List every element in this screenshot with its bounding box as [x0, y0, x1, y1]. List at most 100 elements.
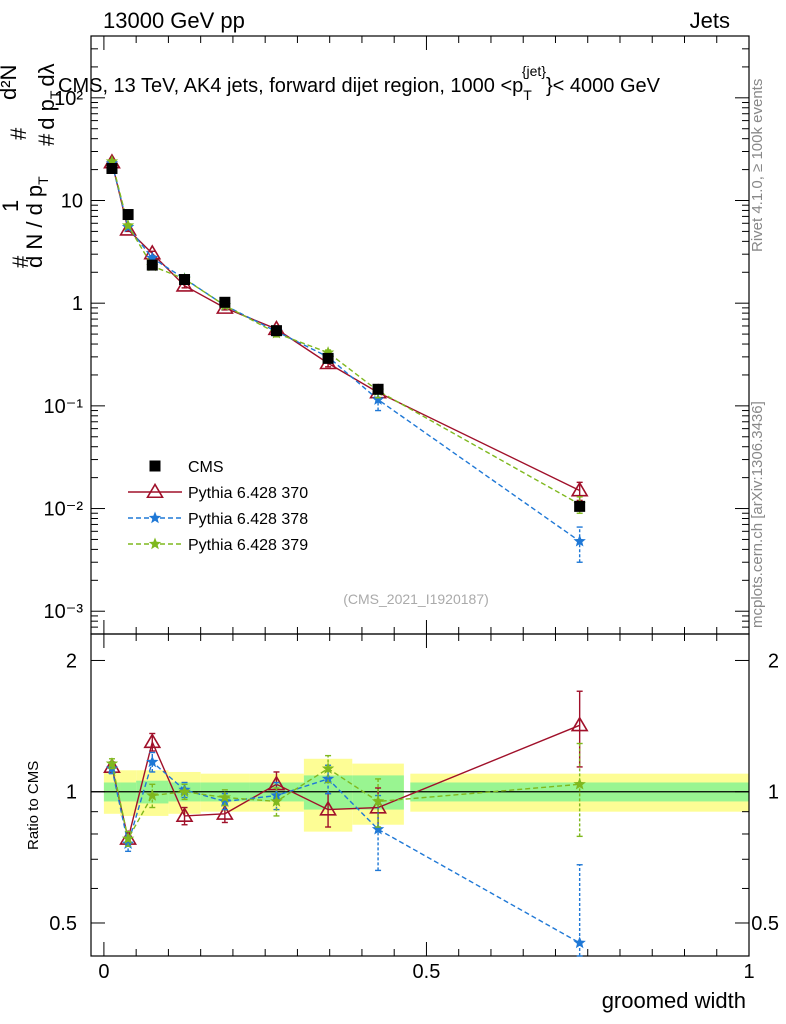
ratio-series-p379 [105, 742, 586, 847]
main-ytick-label: 10⁻³ [44, 601, 84, 623]
ylabel-den-end: dλ [34, 63, 59, 86]
main-point-cms [574, 500, 586, 512]
ratio-ylabel: Ratio to CMS [25, 761, 42, 850]
legend-entry-p370: Pythia 6.428 370 [128, 482, 308, 502]
ylabel-one: 1 [0, 200, 23, 212]
legend-label-p370: Pythia 6.428 370 [188, 485, 308, 502]
title-part-sup: {jet} [522, 63, 546, 79]
main-point-cms [219, 296, 231, 308]
legend-entry-p378: Pythia 6.428 378 [128, 511, 308, 528]
ratio-point-p379 [105, 757, 119, 769]
ratio-ytick-label-right: 0.5 [751, 913, 779, 935]
main-point-cms [122, 209, 134, 221]
ratio-point-p379 [178, 785, 191, 797]
ylabel-prefix: # [8, 255, 33, 268]
main-point-cms [270, 325, 282, 337]
ratio-point-p378 [146, 755, 159, 768]
ratio-ytick-label-right: 1 [768, 782, 779, 804]
rivet-label: Rivet 4.1.0, ≥ 100k events [749, 79, 766, 252]
main-point-p379 [121, 219, 135, 231]
main-point-p370 [570, 481, 589, 497]
main-point-p378 [146, 251, 159, 264]
main-ylabel: # 1 d N / d pT # d²N #d pTdλ [0, 63, 63, 268]
ratio-point-p379 [573, 777, 586, 790]
header-left: 13000 GeV pp [103, 8, 245, 33]
title-part-after: }< 4000 GeV [546, 75, 661, 97]
main-point-p378 [573, 534, 586, 547]
main-ytick-label: 10 [61, 190, 83, 212]
ylabel-den-right-main: d p [34, 99, 59, 130]
legend-marker-p370 [146, 482, 164, 499]
main-point-p379 [105, 154, 119, 167]
ratio-point-p370 [570, 716, 589, 732]
ratio-ytick-label: 1 [66, 782, 77, 804]
ratio-point-p379 [146, 789, 159, 801]
ratio-point-p370 [215, 804, 234, 820]
main-point-cms [146, 259, 158, 271]
main-series-p379 [105, 154, 586, 514]
ratio-point-p378 [371, 822, 385, 835]
ylabel-denominator: d N / d pT [22, 176, 51, 268]
xtick-label: 0 [98, 961, 109, 983]
ylabel-den-right: # d pTdλ [34, 63, 63, 146]
main-line-p370 [111, 162, 580, 492]
xtick-label: 1 [743, 961, 754, 983]
ratio-point-p379 [371, 794, 385, 807]
ylabel-den-right-sub: T [47, 90, 63, 99]
ratio-ytick-label-right: 2 [768, 650, 779, 672]
ylabel-num-top: d²N [0, 65, 21, 100]
xtick-label: 0.5 [413, 961, 441, 983]
main-ytick-label: 10² [54, 88, 83, 110]
legend-entry-cms: CMS [149, 459, 224, 476]
legend-label-cms: CMS [188, 459, 224, 476]
main-ytick-label: 1 [72, 293, 83, 315]
ylabel-den-left-sub: T [35, 176, 51, 185]
ratio-line-p378 [111, 760, 581, 944]
ratio-point-p379 [321, 762, 335, 774]
legend-marker-p379 [148, 537, 162, 550]
main-ytick-label: 10⁻² [44, 499, 84, 521]
mcplots-label: mcplots.cern.ch [arXiv:1306.3436] [749, 401, 766, 628]
ratio-point-p370 [143, 732, 162, 749]
ratio-frame [90, 633, 750, 957]
main-line-p379 [111, 161, 581, 505]
xlabel: groomed width [602, 988, 746, 1013]
ylabel-num-mid: # [6, 127, 31, 140]
main-point-p378 [371, 393, 385, 405]
legend-marker-p378 [148, 511, 162, 524]
ratio-point-p378 [218, 794, 232, 807]
main-title: CMS, 13 TeV, AK4 jets, forward dijet reg… [58, 63, 661, 103]
main-series-p370 [103, 153, 589, 502]
main-panel: 10⁻³ 10⁻² 10⁻¹ 1 10 10² [44, 35, 750, 635]
ratio-point-p378 [573, 936, 586, 949]
ratio-point-p370 [175, 806, 194, 822]
ylabel-den-mid: # [34, 133, 59, 146]
ylabel-den-left: d N / d p [22, 185, 47, 268]
legend-entry-p379: Pythia 6.428 379 [128, 537, 308, 554]
ratio-panel: 0.5 0.5 1 1 2 2 0 0.5 1 [49, 633, 779, 983]
legend: CMS Pythia 6.428 370 Pythia 6.428 378 Pythi… [128, 459, 308, 554]
main-point-cms [372, 383, 384, 395]
ratio-point-p378 [121, 837, 135, 849]
analysis-watermark: (CMS_2021_I1920187) [343, 591, 489, 607]
main-ytick-label: 10⁻¹ [44, 396, 84, 418]
main-point-p370 [119, 220, 137, 236]
legend-label-p378: Pythia 6.428 378 [188, 511, 308, 528]
ratio-ytick-label: 0.5 [49, 913, 77, 935]
ratio-point-p379 [270, 794, 283, 807]
main-point-p379 [321, 346, 335, 358]
legend-label-p379: Pythia 6.428 379 [188, 537, 308, 554]
header-right: Jets [690, 8, 730, 33]
title-part-before: CMS, 13 TeV, AK4 jets, forward dijet reg… [58, 75, 523, 97]
title-part-sub: T [523, 87, 532, 103]
ratio-point-p379 [121, 832, 135, 845]
main-series-p378 [105, 156, 586, 563]
main-series-cms [106, 162, 586, 512]
main-point-cms [106, 162, 118, 174]
main-point-cms [179, 274, 191, 286]
ratio-line-p379 [111, 763, 580, 841]
main-point-cms [322, 352, 334, 364]
ratio-point-p378 [321, 772, 335, 785]
ratio-ytick-label: 2 [66, 650, 77, 672]
